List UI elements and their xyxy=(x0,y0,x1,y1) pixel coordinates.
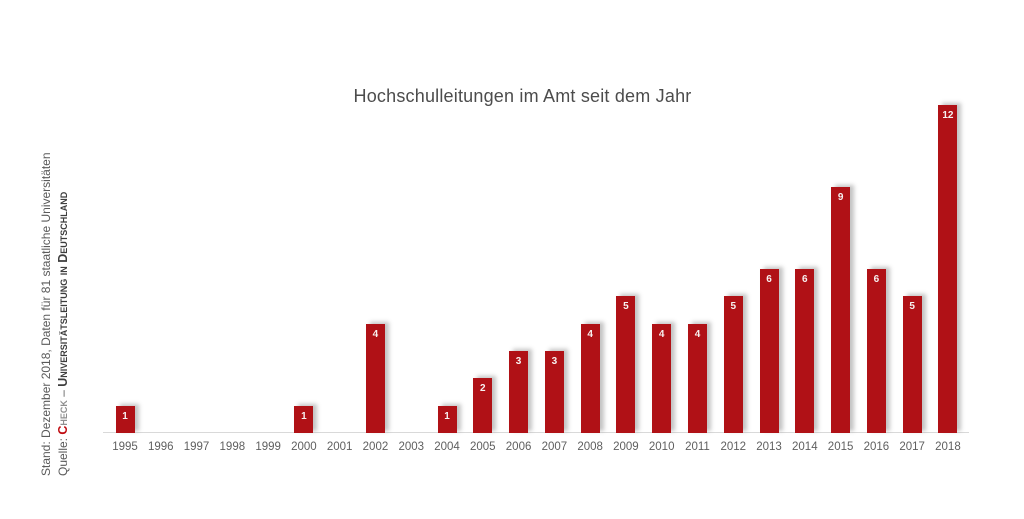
chart-title: Hochschulleitungen im Amt seit dem Jahr xyxy=(353,86,692,106)
bar-value-label: 3 xyxy=(515,356,522,367)
bar-value-label: 5 xyxy=(623,301,629,312)
x-tick-label-1998: 1998 xyxy=(219,441,246,453)
x-tick-label-2011: 2011 xyxy=(685,441,710,453)
x-tick-label-1995: 1995 xyxy=(112,441,138,453)
x-axis-line xyxy=(103,432,969,433)
bar-2010: 4 xyxy=(652,324,672,433)
bar-value-label: 12 xyxy=(942,110,954,121)
bar-2008: 4 xyxy=(580,324,600,433)
bar-value-label: 1 xyxy=(444,411,450,422)
bar-2006: 3 xyxy=(509,351,529,433)
x-tick-label-1999: 1999 xyxy=(255,441,281,453)
bar-2007: 3 xyxy=(544,351,564,433)
x-tick-label-2007: 2007 xyxy=(541,441,568,453)
bar-value-label: 1 xyxy=(301,411,307,422)
bar-value-label: 9 xyxy=(837,192,844,203)
bar-value-label: 1 xyxy=(122,411,128,422)
bar-2018: 12 xyxy=(938,105,958,433)
bar-2011: 4 xyxy=(687,324,707,433)
x-tick-label-2010: 2010 xyxy=(648,441,675,453)
bar-2012: 5 xyxy=(723,296,743,433)
bar-1995: 1 xyxy=(115,406,135,433)
bar-value-label: 6 xyxy=(873,274,880,285)
x-tick-label-2002: 2002 xyxy=(362,441,389,453)
bar-value-label: 6 xyxy=(766,274,772,285)
x-tick-label-2013: 2013 xyxy=(756,441,782,453)
x-tick-label-2003: 2003 xyxy=(398,441,425,453)
x-tick-label-2008: 2008 xyxy=(577,441,603,453)
bar-value-label: 4 xyxy=(372,329,379,340)
bar-value-label: 5 xyxy=(730,301,737,312)
bar-2014: 6 xyxy=(795,269,815,433)
x-tick-label-2006: 2006 xyxy=(505,441,532,453)
bar-2015: 9 xyxy=(831,187,851,433)
x-tick-label-2005: 2005 xyxy=(470,441,496,453)
x-tick-label-2004: 2004 xyxy=(434,441,460,453)
bar-2009: 5 xyxy=(616,296,636,433)
bar-value-label: 4 xyxy=(694,329,701,340)
bar-value-label: 2 xyxy=(480,383,486,394)
x-tick-label-2009: 2009 xyxy=(613,441,639,453)
x-tick-label-2016: 2016 xyxy=(863,441,890,453)
bar-2017: 5 xyxy=(902,296,922,433)
bar-2002: 4 xyxy=(365,324,385,433)
x-tick-label-1996: 1996 xyxy=(147,441,174,453)
x-tick-label-2014: 2014 xyxy=(792,441,818,453)
bar-2013: 6 xyxy=(759,269,779,433)
bar-value-label: 4 xyxy=(658,329,665,340)
bar-2016: 6 xyxy=(866,269,886,433)
x-tick-label-1997: 1997 xyxy=(183,441,210,453)
x-tick-label-2001: 2001 xyxy=(326,441,353,453)
bar-value-label: 6 xyxy=(802,274,808,285)
x-tick-label-2015: 2015 xyxy=(827,441,854,453)
x-tick-label-2012: 2012 xyxy=(720,441,747,453)
x-tick-label-2000: 2000 xyxy=(291,441,317,453)
bar-2004: 1 xyxy=(437,406,457,433)
bar-value-label: 3 xyxy=(551,356,558,367)
bar-2000: 1 xyxy=(294,406,314,433)
bar-2005: 2 xyxy=(473,378,493,433)
bar-value-label: 5 xyxy=(909,301,915,312)
x-tick-label-2018: 2018 xyxy=(935,441,961,453)
bar-value-label: 4 xyxy=(587,329,593,340)
x-tick-label-2017: 2017 xyxy=(899,441,925,453)
